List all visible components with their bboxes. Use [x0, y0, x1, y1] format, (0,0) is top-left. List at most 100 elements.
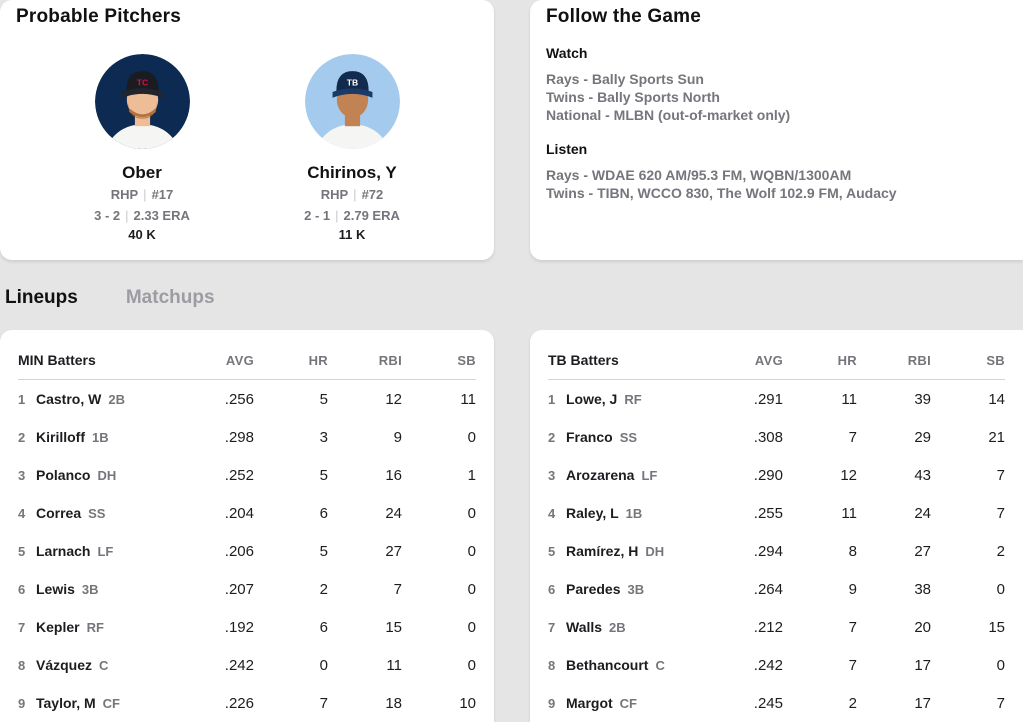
player-name[interactable]: Paredes [566, 581, 621, 597]
table-body: 1 Castro, W 2B .256 5 12 11 2 Kirilloff … [18, 380, 476, 722]
player-position: SS [88, 506, 106, 521]
player-name[interactable]: Kepler [36, 619, 80, 635]
stat-rbi: 24 [385, 504, 402, 522]
player-position: C [655, 658, 665, 673]
tab-matchups[interactable]: Matchups [125, 287, 215, 308]
batting-order: 7 [548, 620, 556, 635]
stat-avg: .204 [224, 504, 254, 522]
player-name[interactable]: Lowe, J [566, 391, 618, 407]
player-name[interactable]: Vázquez [36, 657, 93, 673]
stat-avg: .226 [224, 694, 254, 712]
player-name[interactable]: Kirilloff [36, 429, 85, 445]
player-name[interactable]: Lewis [36, 581, 75, 597]
stat-avg: .207 [224, 580, 254, 598]
table-row: 1 Lowe, J RF .291 11 39 14 [548, 380, 1005, 418]
player-name[interactable]: Taylor, M [36, 695, 96, 711]
stat-rbi: 17 [914, 694, 931, 712]
batting-order: 3 [548, 468, 556, 483]
stat-hr: 5 [319, 542, 328, 560]
pitchers-list: TC Ober RHP | #17 3 - 2 | 2.33 ERA 40 K [16, 54, 478, 242]
stat-avg: .264 [753, 580, 783, 598]
player-cell: 7 Walls 2B [548, 619, 709, 635]
pitcher-name[interactable]: Chirinos, Y [307, 163, 397, 182]
table-header: TB Batters AVG HR RBI SB [548, 344, 1005, 379]
stat-rbi: 20 [914, 618, 931, 636]
stat-sb: 7 [996, 466, 1005, 484]
player-position: CF [619, 696, 638, 711]
stat-sb: 0 [996, 580, 1005, 598]
stat-hr: 9 [848, 580, 857, 598]
player-position: 2B [108, 392, 125, 407]
header-divider [18, 379, 476, 380]
min-batters-table: MIN Batters AVG HR RBI SB 1 Castro, W 2B… [0, 330, 494, 722]
stat-hr: 8 [848, 542, 857, 560]
table-row: 4 Correa SS .204 6 24 0 [18, 494, 476, 532]
player-position: 2B [609, 620, 626, 635]
player-cell: 3 Arozarena LF [548, 467, 709, 483]
stat-sb: 10 [459, 694, 476, 712]
player-cell: 9 Taylor, M CF [18, 695, 180, 711]
stat-rbi: 29 [914, 428, 931, 446]
stat-hr: 11 [841, 504, 857, 522]
player-name[interactable]: Franco [566, 429, 613, 445]
table-row: 5 Larnach LF .206 5 27 0 [18, 532, 476, 570]
pitcher-name[interactable]: Ober [122, 163, 162, 182]
stat-avg: .256 [224, 390, 254, 408]
column-header-sb: SB [986, 352, 1005, 368]
player-name[interactable]: Polanco [36, 467, 91, 483]
column-header-avg: AVG [225, 352, 254, 368]
stat-avg: .252 [224, 466, 254, 484]
watch-item: Twins - Bally Sports North [546, 89, 720, 105]
pitcher-hand: RHP [110, 187, 139, 202]
player-name[interactable]: Walls [566, 619, 603, 635]
stat-sb: 21 [988, 428, 1005, 446]
table-row: 8 Bethancourt C .242 7 17 0 [548, 646, 1005, 684]
table-row: 9 Taylor, M CF .226 7 18 10 [18, 684, 476, 722]
lineups-matchups-tabs: Lineups Matchups [0, 260, 1023, 330]
pitcher-era: 2.33 ERA [133, 208, 190, 223]
player-name[interactable]: Bethancourt [566, 657, 649, 673]
stat-avg: .298 [224, 428, 254, 446]
player-name[interactable]: Ramírez, H [566, 543, 639, 559]
tab-lineups[interactable]: Lineups [5, 287, 78, 308]
pitcher-headshot[interactable]: TC [94, 54, 190, 149]
pitcher-headshot[interactable]: TB [304, 54, 400, 149]
table-body: 1 Lowe, J RF .291 11 39 14 2 Franco SS .… [548, 380, 1005, 722]
watch-label: Watch [546, 45, 588, 61]
stat-hr: 2 [848, 694, 857, 712]
column-header-hr: HR [837, 352, 857, 368]
pitcher-record-era: 3 - 2 | 2.33 ERA [94, 207, 190, 225]
batting-order: 9 [18, 696, 26, 711]
stat-hr: 3 [319, 428, 328, 446]
pitcher-hand-number: RHP | #17 [111, 186, 174, 204]
player-name[interactable]: Margot [566, 695, 613, 711]
stat-sb: 0 [996, 656, 1005, 674]
player-name[interactable]: Larnach [36, 543, 91, 559]
player-cell: 3 Polanco DH [18, 467, 180, 483]
player-position: LF [641, 468, 658, 483]
player-cell: 8 Bethancourt C [548, 657, 709, 673]
stat-avg: .291 [753, 390, 783, 408]
stat-sb: 0 [467, 428, 476, 446]
listen-item: Twins - TIBN, WCCO 830, The Wolf 102.9 F… [546, 185, 897, 201]
batting-order: 2 [18, 430, 26, 445]
table-row: 2 Kirilloff 1B .298 3 9 0 [18, 418, 476, 456]
lineups-section: MIN Batters AVG HR RBI SB 1 Castro, W 2B… [0, 330, 1023, 722]
player-position: 3B [81, 582, 99, 597]
stat-hr: 0 [319, 656, 328, 674]
stat-avg: .192 [224, 618, 254, 636]
stat-sb: 1 [467, 466, 476, 484]
player-name[interactable]: Arozarena [566, 467, 635, 483]
table-row: 5 Ramírez, H DH .294 8 27 2 [548, 532, 1005, 570]
player-name[interactable]: Castro, W [36, 391, 102, 407]
batting-order: 4 [18, 506, 26, 521]
stat-rbi: 11 [386, 656, 402, 674]
watch-item: National - MLBN (out-of-market only) [546, 107, 791, 123]
player-name[interactable]: Correa [36, 505, 82, 521]
player-cell: 5 Ramírez, H DH [548, 543, 709, 559]
player-name[interactable]: Raley, L [566, 505, 619, 521]
stat-rbi: 12 [385, 390, 402, 408]
player-position: DH [97, 468, 117, 483]
player-cell: 5 Larnach LF [18, 543, 180, 559]
